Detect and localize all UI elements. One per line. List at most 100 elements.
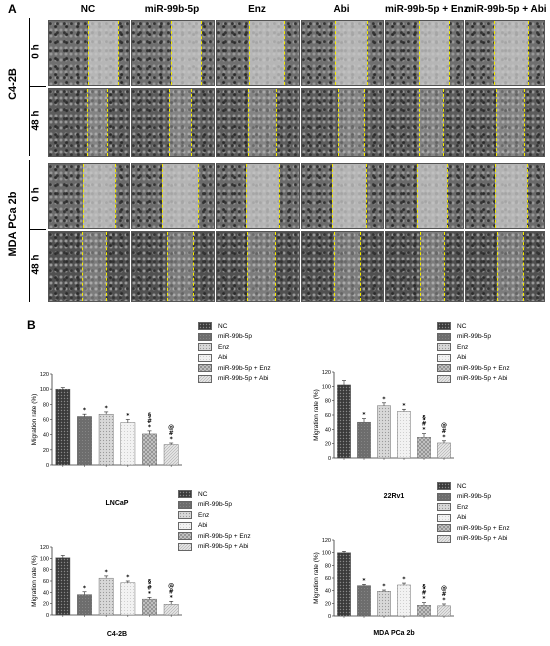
chart-title: C4-2B	[106, 631, 128, 638]
bar	[357, 421, 371, 459]
wound-edge-line	[197, 164, 199, 228]
wound-edge-line	[366, 21, 368, 85]
legend-swatch	[178, 532, 192, 541]
legend-entry: NC	[437, 321, 510, 332]
wound-edge-line	[496, 232, 498, 301]
wound-edge-line	[417, 164, 419, 228]
y-tick-label: 80	[325, 399, 331, 405]
legend-swatch	[437, 534, 451, 543]
chart-legend: NC miR-99b-5p Enz Abi miR-99b-5p + Enz m…	[178, 489, 251, 552]
column-header: Enz	[248, 4, 266, 15]
wound-gap	[420, 232, 445, 301]
bar	[437, 605, 451, 617]
legend-entry: Abi	[198, 353, 271, 364]
y-tick-label: 20	[43, 602, 49, 608]
legend-swatch	[437, 343, 451, 352]
y-tick-label: 100	[322, 384, 331, 390]
y-tick-label: 60	[43, 579, 49, 585]
micrograph-image	[216, 163, 300, 229]
wound-gap	[496, 232, 523, 301]
wound-gap	[418, 21, 449, 85]
micrograph-image	[301, 231, 384, 302]
bar	[397, 584, 411, 617]
significance-mark: *	[126, 413, 130, 420]
wound-edge-line	[192, 232, 194, 301]
bar	[163, 604, 179, 616]
row-separator	[30, 86, 46, 87]
wound-gap	[168, 89, 191, 156]
legend-entry: Abi	[437, 513, 510, 524]
cell-line-label: MDA PCa 2b	[7, 191, 19, 257]
legend-swatch	[437, 364, 451, 373]
legend-label: NC	[198, 490, 208, 498]
y-tick-label: 40	[325, 589, 331, 595]
row-separator	[30, 229, 46, 230]
chart-legend: NC miR-99b-5p Enz Abi miR-99b-5p + Enz m…	[437, 481, 510, 544]
wound-edge-line	[523, 89, 525, 156]
significance-mark: #	[441, 428, 446, 435]
y-tick-label: 120	[322, 538, 331, 544]
wound-edge-line	[334, 232, 336, 301]
legend-entry: NC	[437, 481, 510, 492]
significance-mark: *	[382, 583, 386, 590]
micrograph-image	[216, 231, 300, 302]
significance-mark: *	[83, 585, 87, 592]
micrograph-image	[465, 231, 545, 302]
significance-mark: *	[170, 594, 174, 601]
legend-label: miR-99b-5p + Abi	[457, 535, 508, 543]
y-axis-label: Migration rate (%)	[31, 394, 38, 446]
column-header: NC	[80, 4, 96, 15]
y-tick-label: 60	[325, 576, 331, 582]
legend-swatch	[437, 332, 451, 341]
chart-legend: NC miR-99b-5p Enz Abi miR-99b-5p + Enz m…	[198, 321, 271, 384]
significance-mark: *	[422, 596, 426, 603]
wound-edge-line	[107, 89, 108, 156]
legend-label: NC	[457, 482, 467, 490]
legend-label: miR-99b-5p	[457, 333, 491, 341]
y-tick-label: 120	[322, 370, 331, 376]
bar	[163, 444, 179, 466]
wound-gap	[82, 164, 115, 228]
significance-mark: #	[421, 421, 426, 428]
bar	[357, 585, 371, 617]
wound-gap	[246, 164, 280, 228]
wound-edge-line	[248, 21, 250, 85]
legend-label: miR-99b-5p + Abi	[198, 543, 249, 551]
y-tick-label: 20	[43, 448, 49, 454]
significance-mark: *	[362, 412, 366, 419]
micrograph-image	[216, 88, 300, 157]
micrograph-image	[48, 88, 130, 157]
legend-swatch	[437, 322, 451, 331]
legend-swatch	[437, 492, 451, 501]
legend-entry: miR-99b-5p + Abi	[178, 542, 251, 553]
column-header: miR-99b-5p + Abi	[465, 4, 547, 15]
time-point-label: 0 h	[30, 44, 42, 59]
y-tick-label: 60	[43, 418, 49, 424]
legend-entry: NC	[198, 321, 271, 332]
y-tick-label: 120	[40, 545, 49, 551]
legend-entry: Enz	[198, 342, 271, 353]
significance-mark: *	[83, 407, 87, 414]
significance-mark: §	[148, 578, 151, 585]
bar	[55, 388, 71, 466]
row-separator	[29, 160, 30, 302]
legend-swatch	[437, 513, 451, 522]
wound-edge-line	[118, 21, 120, 85]
wound-edge-line	[495, 89, 497, 156]
legend-entry: miR-99b-5p	[437, 492, 510, 503]
micrograph-image	[131, 20, 215, 86]
significance-mark: *	[148, 424, 152, 431]
bar	[377, 591, 391, 617]
legend-label: Abi	[218, 354, 228, 362]
legend-entry: miR-99b-5p + Enz	[178, 531, 251, 542]
y-tick-label: 0	[46, 613, 49, 619]
cell-line-label: C4-2B	[7, 68, 19, 100]
wound-edge-line	[522, 232, 524, 301]
micrograph-image	[48, 20, 130, 86]
bar	[120, 422, 136, 466]
y-tick-label: 20	[325, 601, 331, 607]
legend-entry: miR-99b-5p	[178, 500, 251, 511]
legend-label: Enz	[198, 511, 210, 519]
wound-gap	[417, 164, 448, 228]
significance-mark: @	[168, 582, 174, 589]
